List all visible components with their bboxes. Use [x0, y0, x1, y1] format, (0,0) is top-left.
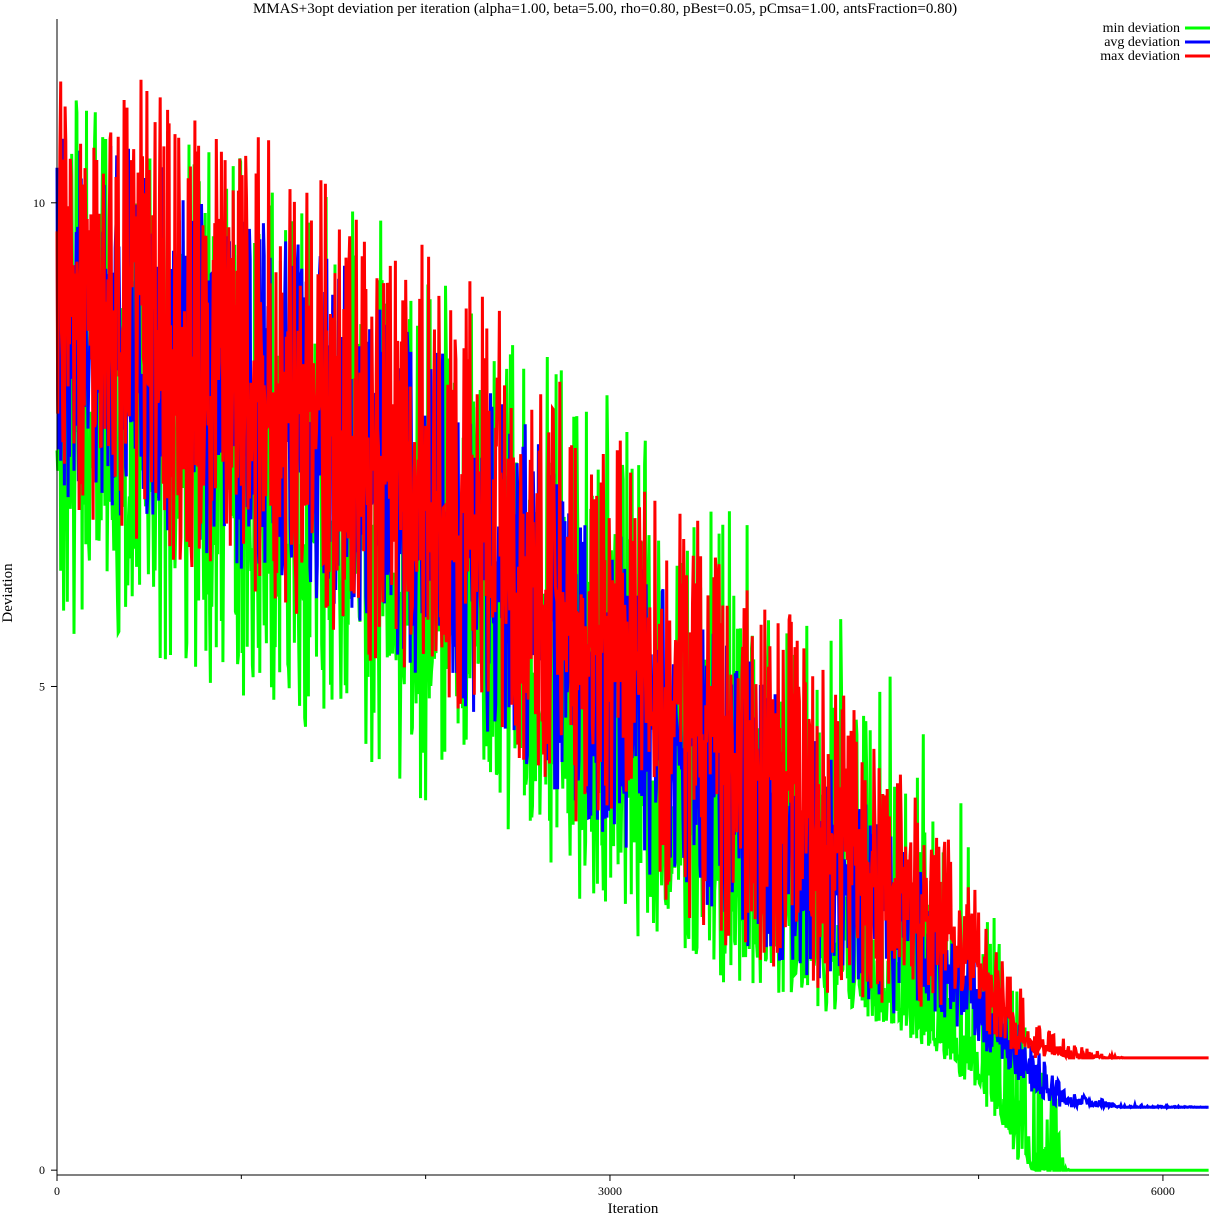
legend-label: max deviation	[1100, 49, 1180, 64]
legend-label: min deviation	[1103, 21, 1180, 36]
y-tick-label: 10	[33, 196, 45, 210]
x-axis-label: Iteration	[608, 1201, 659, 1217]
series-layer	[55, 79, 1209, 1172]
x-tick-label: 3000	[598, 1184, 622, 1198]
y-tick-label: 0	[39, 1163, 45, 1177]
x-tick-label: 6000	[1151, 1184, 1175, 1198]
plot-area: 0 3000 6000 0 5 10	[33, 19, 1209, 1198]
y-axis-label: Deviation	[0, 563, 16, 623]
chart-title: MMAS+3opt deviation per iteration (alpha…	[253, 1, 957, 17]
series-line-max-deviation	[55, 79, 1209, 1062]
y-tick-label: 5	[39, 679, 45, 693]
axes-layer: 0 3000 6000 0 5 10	[33, 19, 1209, 1198]
legend-label: avg deviation	[1104, 35, 1180, 50]
x-tick-label: 0	[54, 1184, 60, 1198]
